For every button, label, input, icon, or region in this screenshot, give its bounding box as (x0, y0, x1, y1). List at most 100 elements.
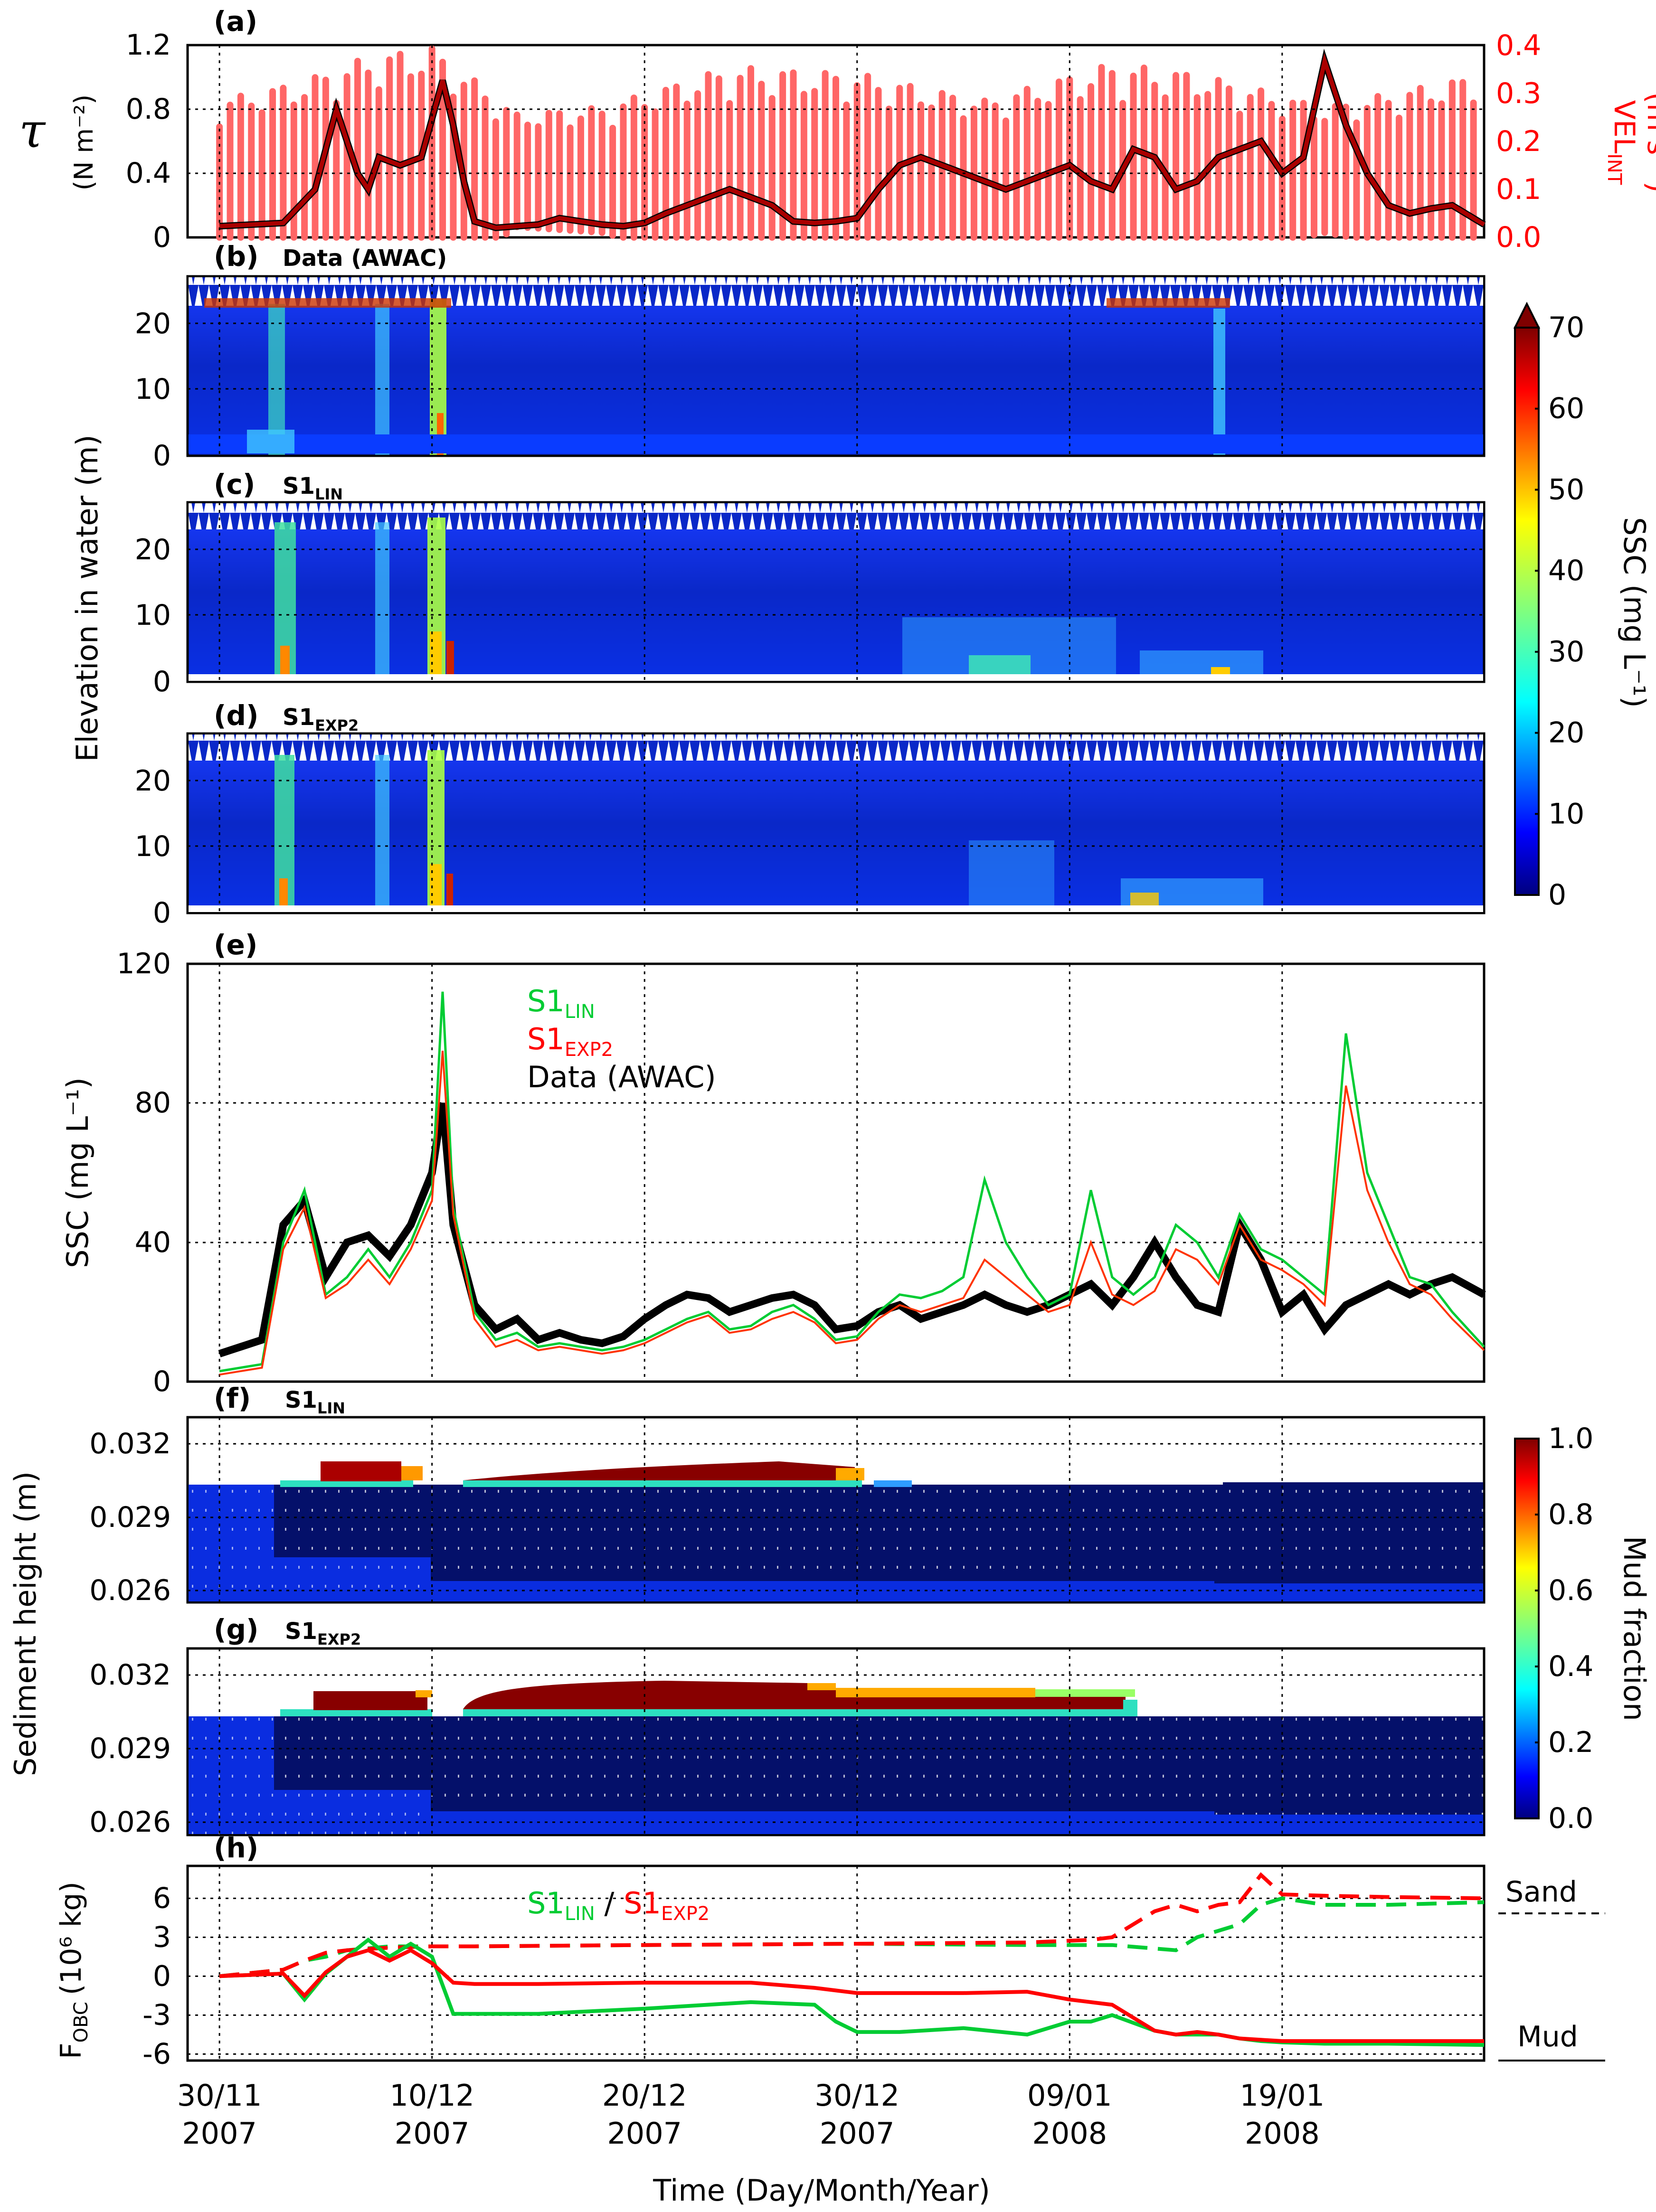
ssc-exp2-line (219, 1051, 1485, 1376)
a-y2tick-1: 0.1 (1496, 173, 1541, 206)
e-ytick-1: 40 (135, 1226, 171, 1259)
panel-g-title: (g) (214, 1613, 259, 1646)
panel-e: (e) 0 40 80 120 SSC (mg L⁻¹) S1LIN S1EXP… (60, 929, 1486, 1398)
panel-f-title: (f) (214, 1382, 251, 1414)
colorbar-tick-label: 1.0 (1548, 1422, 1593, 1455)
d-ytick-2: 20 (135, 764, 171, 798)
x-tick-year: 2008 (1032, 2116, 1107, 2151)
g-ytick-0: 0.026 (89, 1806, 171, 1839)
panel-a-title: (a) (214, 5, 257, 38)
a-ytick-3: 1.2 (126, 28, 171, 62)
e-ytick-0: 0 (153, 1365, 171, 1398)
panel-h-ylabel: FOBC(10⁶ kg) (55, 1882, 92, 2059)
x-tick-year: 2007 (820, 2116, 895, 2151)
x-tick-day: 19/01 (1240, 2078, 1325, 2113)
h-ytick: 6 (153, 1882, 171, 1915)
tau-symbol: τ (19, 103, 46, 159)
h-ytick: -3 (142, 1998, 171, 2032)
colorbar-tick-label: 30 (1548, 635, 1584, 668)
panel-c-label: S1LIN (283, 473, 343, 503)
b-ytick-0: 0 (153, 439, 171, 472)
panel-a-vel-band (216, 45, 1477, 241)
h-ytick: -6 (142, 2037, 171, 2071)
panel-c: (c) S1LIN 0 10 20 (135, 468, 1486, 698)
flux-exp2-sand (219, 1872, 1485, 1978)
h-ytick: 0 (153, 1959, 171, 1993)
panel-d-frame (186, 732, 1486, 914)
panel-d-label: S1EXP2 (283, 704, 359, 734)
panel-a-yticks: 0 0.4 0.8 1.2 (126, 28, 171, 254)
x-tick-year: 2007 (182, 2116, 257, 2151)
colorbar-tick-label: 0.6 (1548, 1574, 1593, 1607)
panel-b: (b) Data (AWAC) 0 10 20 (135, 240, 1486, 472)
x-tick-year: 2008 (1245, 2116, 1320, 2151)
colorbar-tick-label: 70 (1548, 311, 1584, 344)
x-tick-day: 30/11 (177, 2078, 262, 2113)
sand-label: Sand (1505, 1875, 1577, 1909)
panel-c-title: (c) (214, 468, 255, 500)
colorbar-extend-arrow (1513, 301, 1541, 329)
c-ytick-1: 10 (135, 599, 171, 632)
colorbar-tick-label: 60 (1548, 392, 1584, 425)
legend-lin: S1LIN (527, 984, 595, 1023)
panel-c-frame (186, 501, 1486, 683)
d-ytick-1: 10 (135, 830, 171, 863)
panel-h-legend: S1LIN / S1EXP2 (527, 1886, 710, 1925)
panel-f: (f) S1LIN 0.026 0.029 0.032 (89, 1382, 1486, 1607)
panel-g-mud-layer (280, 1681, 1137, 1716)
tau-units: (N m⁻²) (69, 94, 99, 190)
colorbar-tick-label: 0.8 (1548, 1498, 1593, 1531)
panel-g-label: S1EXP2 (285, 1618, 361, 1648)
a-y2tick-2: 0.2 (1496, 125, 1541, 158)
vel-axis-units: (m s⁻¹) (1641, 92, 1656, 192)
a-y2tick-0: 0.0 (1496, 221, 1541, 254)
mud-label: Mud (1517, 2020, 1578, 2053)
panel-a-y2ticks: 0.0 0.1 0.2 0.3 0.4 (1496, 29, 1541, 254)
flux-exp2-mud (219, 1948, 1484, 2043)
panel-e-legend: S1LIN S1EXP2 Data (AWAC) (527, 984, 716, 1094)
panel-b-plumes (189, 298, 1483, 455)
x-tick-day: 09/01 (1027, 2078, 1112, 2113)
ssc-colorbar: 0 10 20 30 40 50 60 70 SSC (mg L⁻¹) (1513, 301, 1652, 912)
panel-d: (d) S1EXP2 0 10 20 (135, 699, 1486, 930)
colorbar-tick-label: 0.4 (1548, 1650, 1593, 1683)
legend-exp2: S1EXP2 (527, 1022, 613, 1061)
colorbar-tick-label: 0.0 (1548, 1802, 1593, 1835)
h-ytick: 3 (153, 1920, 171, 1954)
elevation-axis-label: Elevation in water (m) (70, 434, 104, 762)
panel-g: (g) S1EXP2 0.026 0.029 0.032 (89, 1613, 1486, 1839)
mud-colorbar-label: Mud fraction (1617, 1536, 1652, 1721)
svg-text:VELINT: VELINT (1603, 100, 1641, 185)
panel-b-title: (b) (214, 240, 259, 273)
f-ytick-0: 0.026 (89, 1574, 171, 1607)
e-ytick-3: 120 (116, 947, 171, 980)
panel-f-label: S1LIN (285, 1387, 345, 1417)
panel-d-title: (d) (214, 699, 259, 732)
tau-vel-overlap-line (219, 53, 1486, 230)
e-ytick-2: 80 (135, 1086, 171, 1120)
mud-colorbar: 0.0 0.2 0.4 0.6 0.8 1.0 Mud fraction (1514, 1422, 1652, 1835)
a-ytick-2: 0.8 (126, 93, 171, 126)
colorbar-tick-label: 50 (1548, 473, 1584, 506)
panel-d-plumes (189, 750, 1483, 912)
colorbar-tick-label: 20 (1548, 716, 1584, 750)
colorbar-tick-label: 0.2 (1548, 1726, 1593, 1759)
d-ytick-0: 0 (153, 896, 171, 930)
colorbar-tick-label: 0 (1548, 878, 1566, 912)
panel-h-title: (h) (214, 1832, 258, 1864)
x-axis: 30/11200710/12200720/12200730/12200709/0… (177, 2078, 1325, 2151)
vel-axis-label: VELINT (m s⁻¹) (1603, 92, 1656, 192)
panel-b-label: Data (AWAC) (283, 245, 447, 272)
x-tick-year: 2007 (395, 2116, 470, 2151)
colorbar-tick-label: 10 (1548, 797, 1584, 830)
flux-lin-sand (219, 1896, 1485, 1978)
x-tick-day: 30/12 (814, 2078, 899, 2113)
b-ytick-1: 10 (135, 373, 171, 406)
b-ytick-2: 20 (135, 307, 171, 340)
sediment-axis-label: Sediment height (m) (8, 1471, 43, 1776)
x-tick-year: 2007 (607, 2116, 682, 2151)
c-ytick-2: 20 (135, 533, 171, 566)
panel-a: (a) 0 0.4 0.8 1.2 τ (N m⁻²) 0.0 0.1 0.2 … (19, 5, 1656, 254)
f-ytick-2: 0.032 (89, 1427, 171, 1460)
